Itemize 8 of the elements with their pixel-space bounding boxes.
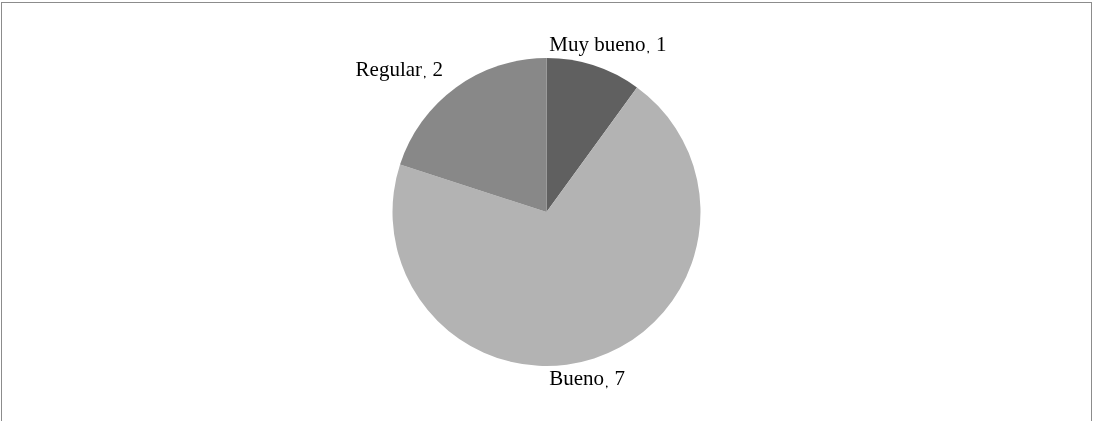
data-label: 2 — [432, 56, 444, 81]
slice-label: Regular — [355, 56, 423, 81]
pie-slice — [546, 58, 638, 212]
data-label: 1 — [655, 31, 667, 56]
slice-label: Muy bueno — [549, 31, 646, 56]
slice-label: Bueno — [549, 366, 605, 391]
data-label: 7 — [614, 366, 626, 391]
pie-slice — [392, 87, 701, 366]
